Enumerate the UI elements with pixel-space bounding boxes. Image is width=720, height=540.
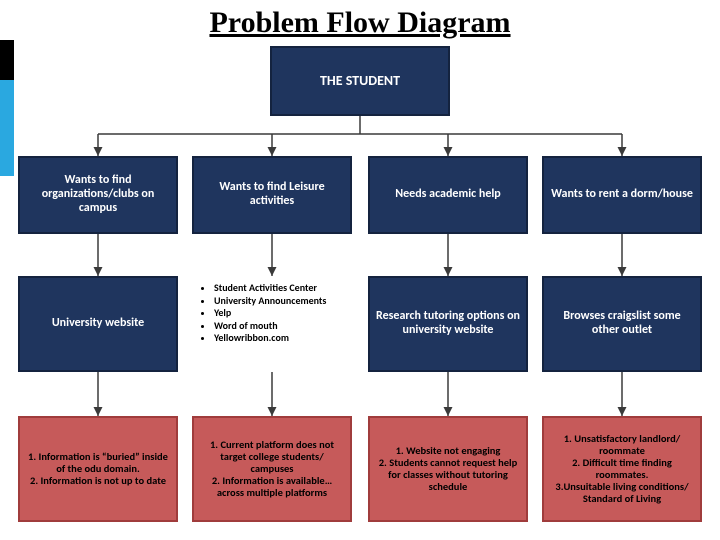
option-node-2: Research tutoring options on university … (368, 276, 528, 372)
option-list-item: Student Activities Center (214, 282, 326, 295)
category-label: Wants to find organizations/clubs on cam… (26, 174, 170, 215)
accent-bar-dark (0, 40, 14, 80)
root-label: THE STUDENT (320, 73, 400, 89)
category-node-0: Wants to find organizations/clubs on cam… (18, 156, 178, 234)
option-node-3: Browses craigslist some other outlet (542, 276, 702, 372)
category-node-3: Wants to rent a dorm/house (542, 156, 702, 234)
problem-node-2: 1. Website not engaging 2. Students cann… (368, 416, 528, 522)
option-list-item: Yelp (214, 307, 326, 320)
option-node-1: Student Activities CenterUniversity Anno… (192, 276, 352, 372)
option-list-item: Yellowribbon.com (214, 332, 326, 345)
root-node: THE STUDENT (270, 46, 450, 116)
category-label: Wants to find Leisure activities (200, 181, 344, 209)
category-node-2: Needs academic help (368, 156, 528, 234)
problem-text: 1. Current platform does not target coll… (200, 439, 344, 499)
problem-node-3: 1. Unsatisfactory landlord/ roommate 2. … (542, 416, 702, 522)
problem-text: 1. Website not engaging 2. Students cann… (376, 445, 520, 493)
option-label: University website (52, 317, 144, 331)
problem-node-0: 1. Information is “buried” inside of the… (18, 416, 178, 522)
option-label: Research tutoring options on university … (376, 310, 520, 338)
category-label: Needs academic help (395, 188, 501, 202)
diagram-stage: THE STUDENT Wants to find organizations/c… (18, 46, 702, 532)
option-list: Student Activities CenterUniversity Anno… (214, 282, 326, 345)
category-label: Wants to rent a dorm/house (551, 188, 693, 202)
option-label: Browses craigslist some other outlet (550, 310, 694, 338)
option-node-0: University website (18, 276, 178, 372)
problem-node-1: 1. Current platform does not target coll… (192, 416, 352, 522)
problem-text: 1. Information is “buried” inside of the… (26, 451, 170, 487)
page-title: Problem Flow Diagram (0, 6, 720, 40)
problem-text: 1. Unsatisfactory landlord/ roommate 2. … (550, 433, 694, 505)
accent-bar-blue (0, 80, 14, 176)
category-node-1: Wants to find Leisure activities (192, 156, 352, 234)
